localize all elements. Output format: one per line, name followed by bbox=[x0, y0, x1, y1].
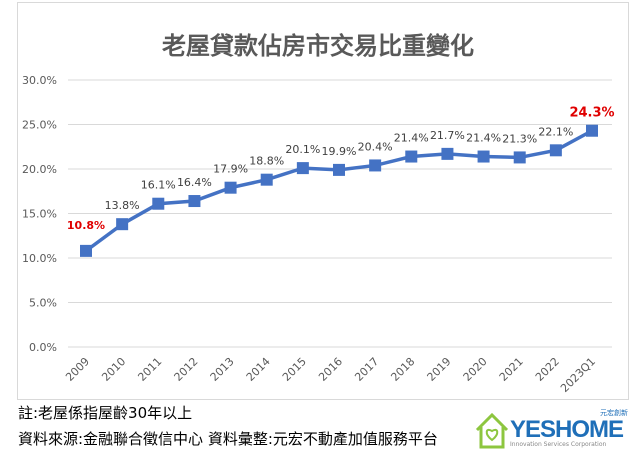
data-point bbox=[152, 197, 165, 210]
y-tick-label: 15.0% bbox=[22, 208, 57, 221]
logo-brand: YESHOME bbox=[510, 416, 624, 443]
data-point bbox=[586, 124, 598, 137]
data-point bbox=[80, 244, 92, 257]
data-label: 19.9% bbox=[322, 145, 357, 158]
house-heart-icon bbox=[475, 412, 509, 449]
data-label: 20.1% bbox=[285, 143, 320, 156]
data-label: 16.4% bbox=[177, 176, 212, 189]
data-point bbox=[224, 181, 237, 194]
data-point bbox=[549, 144, 562, 157]
data-label: 18.8% bbox=[249, 155, 284, 168]
data-point bbox=[513, 151, 526, 164]
x-tick-label: 2021 bbox=[497, 355, 526, 384]
data-point bbox=[333, 163, 345, 176]
data-label: 21.3% bbox=[502, 132, 537, 145]
x-tick-label: 2013 bbox=[208, 355, 237, 384]
data-label: 10.8% bbox=[67, 219, 105, 232]
data-label: 24.3% bbox=[569, 106, 614, 121]
x-tick-label: 2020 bbox=[461, 355, 490, 384]
y-tick-label: 0.0% bbox=[29, 341, 57, 354]
chart-title: 老屋貸款佔房市交易比重變化 bbox=[162, 32, 474, 60]
data-point bbox=[116, 218, 129, 231]
note-text: 註:老屋係指屋齡30年以上 bbox=[18, 404, 193, 422]
data-label: 21.4% bbox=[394, 132, 429, 145]
x-tick-label: 2018 bbox=[388, 355, 417, 384]
data-point bbox=[296, 162, 309, 175]
data-label: 22.1% bbox=[538, 125, 573, 138]
x-tick-label: 2012 bbox=[172, 355, 201, 384]
y-tick-label: 25.0% bbox=[22, 119, 57, 132]
x-tick-label: 2015 bbox=[280, 355, 309, 384]
x-tick-label: 2010 bbox=[99, 355, 128, 384]
data-label: 17.9% bbox=[213, 163, 248, 176]
x-tick-label: 2011 bbox=[135, 355, 164, 384]
data-point bbox=[369, 159, 382, 172]
yeshome-logo: YESHOME 元宏創新 Innovation Services Corpora… bbox=[474, 409, 630, 450]
data-point bbox=[260, 173, 273, 186]
x-tick-label: 2009 bbox=[63, 355, 92, 384]
chart-frame bbox=[17, 2, 629, 400]
x-tick-label: 2016 bbox=[316, 355, 345, 384]
y-tick-label: 10.0% bbox=[22, 252, 57, 265]
logo-sub: Innovation Services Corporation bbox=[510, 441, 607, 448]
data-label: 20.4% bbox=[358, 140, 393, 153]
logo-cn: 元宏創新 bbox=[600, 409, 628, 417]
data-label: 21.4% bbox=[466, 132, 501, 145]
y-tick-label: 20.0% bbox=[22, 163, 57, 176]
line-chart: 0.0%5.0%10.0%15.0%20.0%25.0%30.0%2009 201… bbox=[22, 74, 615, 395]
x-tick-label: 2014 bbox=[244, 355, 273, 384]
source-text: 資料來源:金融聯合徵信中心 資料彙整:元宏不動產加值服務平台 bbox=[18, 430, 438, 448]
data-point bbox=[477, 150, 490, 163]
data-point bbox=[188, 195, 201, 208]
x-tick-label: 2022 bbox=[533, 355, 562, 384]
x-tick-label: 2023Q1 bbox=[558, 355, 598, 395]
x-tick-label: 2019 bbox=[425, 355, 454, 384]
data-label: 21.7% bbox=[430, 129, 465, 142]
data-point bbox=[405, 150, 418, 163]
y-tick-label: 5.0% bbox=[29, 297, 57, 310]
x-tick-label: 2017 bbox=[352, 355, 381, 384]
data-label: 13.8% bbox=[105, 199, 140, 212]
data-point bbox=[441, 147, 454, 160]
data-label: 16.1% bbox=[141, 179, 176, 192]
y-tick-label: 30.0% bbox=[22, 74, 57, 87]
